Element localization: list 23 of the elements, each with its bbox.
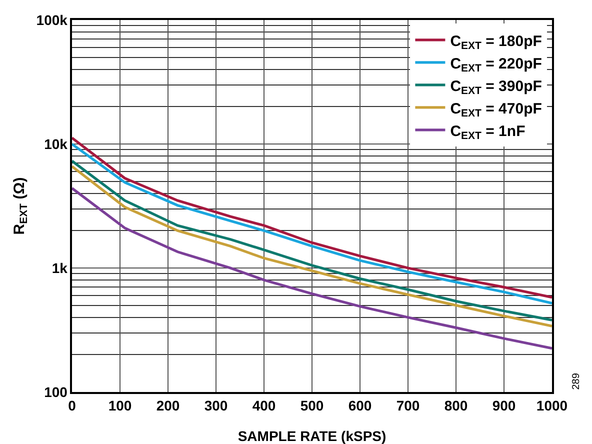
legend-label: C$_{EXT}$ = 390pF [450, 78, 542, 97]
legend-label: C$_{EXT}$ = 470pF [450, 100, 542, 120]
y-tick-label: 100k [36, 12, 68, 28]
x-tick-label: 200 [156, 398, 180, 414]
y-tick-label: 1k [52, 260, 68, 276]
x-tick-label: 100 [108, 398, 132, 414]
legend-label: C$_{EXT}$ = 1nF [450, 122, 526, 142]
x-tick-label: 1000 [536, 398, 568, 414]
text: 289 [570, 372, 582, 390]
y-tick-label: 10k [44, 136, 68, 152]
legend-label: C$_{EXT}$ = 220pF [450, 55, 542, 74]
x-tick-label: 400 [252, 398, 276, 414]
x-tick-label: 500 [300, 398, 324, 414]
y-tick-label: 100 [44, 384, 68, 400]
x-tick-label: 800 [444, 398, 468, 414]
x-tick-label: 900 [492, 398, 516, 414]
x-tick-label: 0 [68, 398, 76, 414]
line-series [72, 186, 552, 350]
x-axis-title: SAMPLE RATE (kSPS) [238, 428, 386, 444]
x-tick-label: 300 [204, 398, 228, 414]
x-tick-label: 600 [348, 398, 372, 414]
x-tick-label: 700 [396, 398, 420, 414]
legend-label: C$_{EXT}$ = 180pF [450, 32, 542, 52]
